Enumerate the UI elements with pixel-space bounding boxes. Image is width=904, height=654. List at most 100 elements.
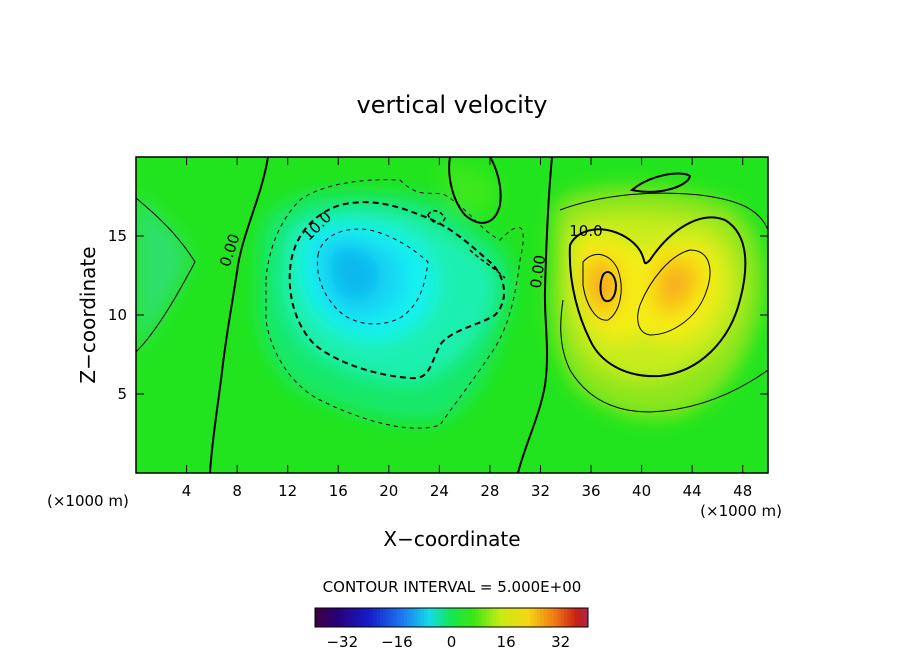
colorbar-cell <box>526 608 531 627</box>
plot-area <box>136 157 768 473</box>
colorbar-cell <box>516 608 521 627</box>
colorbar-cell <box>393 608 398 627</box>
x-tick-label: 40 <box>632 482 651 500</box>
colorbar-cell <box>523 608 527 627</box>
x-tick-label: 20 <box>379 482 398 500</box>
colorbar-cell <box>417 608 422 627</box>
colorbar-cell <box>448 608 452 627</box>
colorbar-cell <box>574 608 579 627</box>
chart-title: vertical velocity <box>357 91 548 119</box>
x-tick-label: 8 <box>232 482 242 500</box>
colorbar-cell <box>420 608 425 627</box>
colorbar-cell <box>451 608 456 627</box>
colorbar-cell <box>564 608 568 627</box>
x-unit-left: (×1000 m) <box>47 492 129 510</box>
colorbar-cell <box>509 608 514 627</box>
x-axis: 4 8 12 16 20 24 28 32 36 40 44 48 <box>182 157 752 500</box>
colorbar-cell <box>454 608 459 627</box>
colorbar-tick-label: −16 <box>381 633 413 651</box>
colorbar-cell <box>318 608 323 627</box>
x-tick-label: 36 <box>581 482 600 500</box>
colorbar-cell <box>376 608 381 627</box>
x-tick-label: 16 <box>329 482 348 500</box>
colorbar-cell <box>502 608 507 627</box>
colorbar-cell <box>369 608 374 627</box>
colorbar-cell <box>581 608 585 627</box>
y-tick-label: 5 <box>117 385 127 403</box>
colorbar-cell <box>400 608 405 627</box>
colorbar-cell <box>362 608 367 627</box>
colorbar-cell <box>529 608 534 627</box>
contour-lines <box>136 157 768 473</box>
y-axis-label: Z−coordinate <box>76 246 100 383</box>
colorbar-cell <box>335 608 340 627</box>
colorbar-cell <box>321 608 326 627</box>
colorbar-frame <box>314 607 589 628</box>
colorbar-cell <box>352 608 357 627</box>
colorbar-cell <box>379 608 384 627</box>
colorbar-cell <box>403 608 408 627</box>
colorbar-cell <box>410 608 415 627</box>
y-axis: 5 10 15 <box>108 227 768 403</box>
field-shading <box>136 160 763 423</box>
x-tick-label: 44 <box>683 482 702 500</box>
colorbar-cell <box>461 608 466 627</box>
colorbar-cell <box>342 608 347 627</box>
x-tick-label: 28 <box>480 482 499 500</box>
colorbar-cell <box>560 608 565 627</box>
x-unit-right: (×1000 m) <box>700 502 782 520</box>
x-axis-label: X−coordinate <box>383 527 520 551</box>
colorbar-cell <box>424 608 429 627</box>
colorbar-cell <box>407 608 411 627</box>
colorbar-cell <box>355 608 360 627</box>
colorbar-cell <box>349 608 353 627</box>
colorbar-tick-label: −32 <box>326 633 358 651</box>
colorbar-cell <box>427 608 432 627</box>
colorbar-cell <box>475 608 480 627</box>
colorbar-cell <box>468 608 473 627</box>
colorbar-cell <box>543 608 548 627</box>
colorbar-tick-label: 32 <box>551 633 570 651</box>
colorbar-ticks: −32 −16 0 16 32 <box>326 633 570 651</box>
colorbar-cell <box>536 608 541 627</box>
y-tick-label: 15 <box>108 227 127 245</box>
colorbar-cell <box>577 608 582 627</box>
colorbar-cell <box>512 608 517 627</box>
colorbar-cell <box>485 608 490 627</box>
colorbar-cell <box>328 608 333 627</box>
colorbar-cell <box>338 608 343 627</box>
colorbar-cell <box>441 608 446 627</box>
colorbar-cell <box>315 608 319 627</box>
contour-interval-text: CONTOUR INTERVAL = 5.000E+00 <box>323 578 582 596</box>
colorbar-cell <box>465 608 469 627</box>
colorbar-cell <box>547 608 551 627</box>
colorbar-cell <box>489 608 493 627</box>
colorbar-cell <box>332 608 336 627</box>
x-tick-label: 12 <box>278 482 297 500</box>
colorbar-cell <box>553 608 558 627</box>
colorbar-cell <box>373 608 377 627</box>
colorbar-cell <box>471 608 476 627</box>
x-tick-label: 32 <box>531 482 550 500</box>
contour-label: 10.0 <box>569 222 602 240</box>
colorbar-cell <box>540 608 545 627</box>
colorbar-tick-label: 0 <box>447 633 457 651</box>
colorbar-cell <box>458 608 463 627</box>
contour-label: 0.00 <box>527 254 549 290</box>
colorbar-cell <box>325 608 330 627</box>
colorbar-cell <box>519 608 524 627</box>
x-tick-label: 48 <box>733 482 752 500</box>
colorbar-cell <box>437 608 442 627</box>
colorbar-cell <box>359 608 364 627</box>
colorbar-cell <box>584 608 589 627</box>
colorbar-cell <box>444 608 449 627</box>
colorbar-cell <box>396 608 401 627</box>
colorbar <box>314 607 589 628</box>
colorbar-cell <box>482 608 487 627</box>
colorbar-cell <box>506 608 510 627</box>
x-tick-label: 24 <box>430 482 449 500</box>
colorbar-cell <box>499 608 504 627</box>
colorbar-cell <box>434 608 439 627</box>
colorbar-cell <box>557 608 562 627</box>
